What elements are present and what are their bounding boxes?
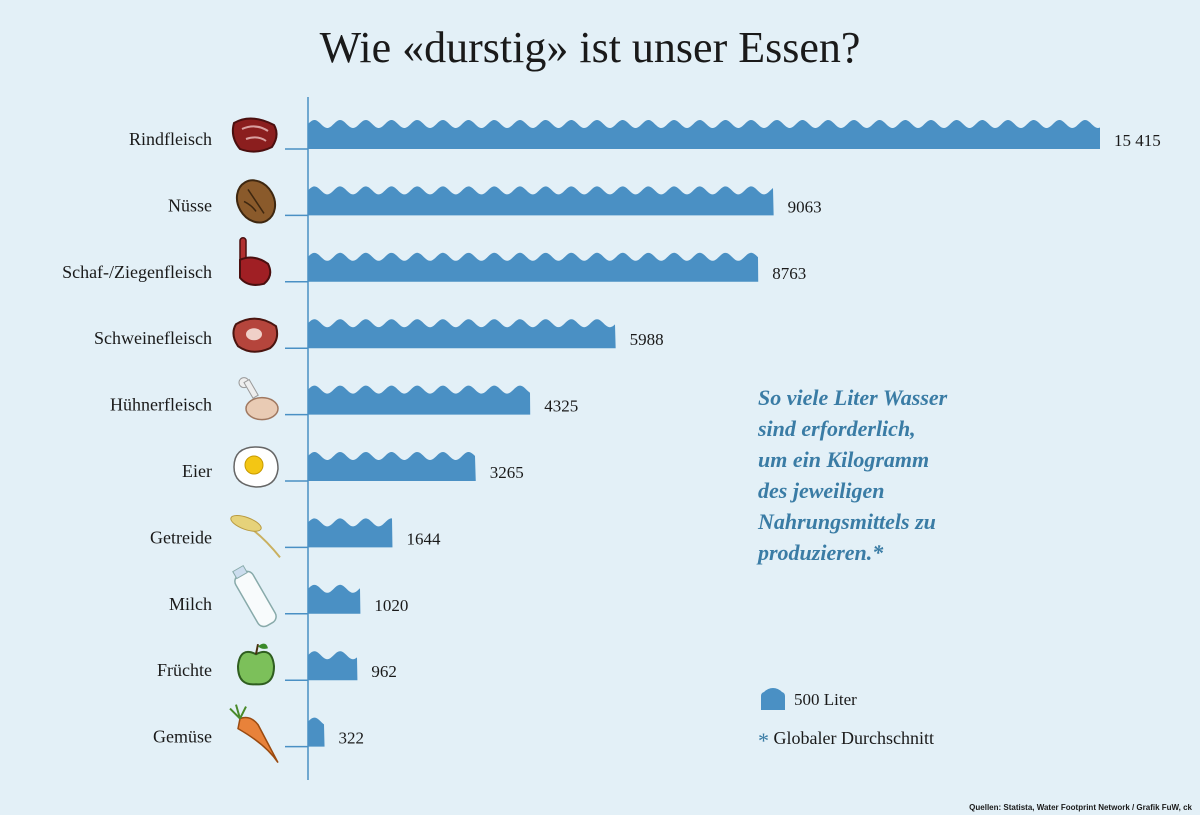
pork-steak-icon: [232, 317, 279, 353]
note-line: um ein Kilogramm: [758, 447, 930, 472]
value-label: 8763: [772, 264, 806, 283]
value-label: 1020: [374, 596, 408, 615]
category-label: Schaf-/Ziegenfleisch: [62, 262, 212, 282]
bar-row: Eier 3265: [182, 446, 524, 488]
beef-steak-icon: [231, 117, 278, 153]
legend-wave: 500 Liter: [760, 688, 857, 712]
bar: [308, 120, 1100, 149]
category-label: Früchte: [157, 660, 212, 680]
bar: [308, 717, 325, 747]
value-label: 962: [371, 662, 397, 681]
legend-footnote-label: Globaler Durchschnitt: [773, 728, 934, 748]
value-label: 5988: [630, 330, 664, 349]
bar-row: Nüsse 9063: [168, 179, 822, 224]
note-line: Nahrungsmittels zu: [758, 509, 936, 534]
note-line: sind erforderlich,: [758, 416, 916, 441]
category-label: Rindfleisch: [129, 129, 212, 149]
milk-bottle-icon: [232, 564, 277, 628]
wheat-icon: [230, 515, 281, 559]
bar-row: Schweinefleisch 5988: [94, 317, 664, 353]
category-label: Nüsse: [168, 195, 212, 215]
category-label: Eier: [182, 461, 212, 481]
chicken-leg-icon: [238, 377, 279, 421]
bar-row: Milch 1020: [169, 564, 408, 628]
lamb-chop-icon: [239, 237, 272, 286]
bar: [308, 452, 476, 481]
bar-row: Getreide 1644: [150, 515, 441, 559]
apple-icon: [236, 643, 276, 686]
bar: [308, 186, 774, 216]
legend-footnote: * Globaler Durchschnitt: [758, 728, 934, 754]
bar-row: Hühnerfleisch 4325: [110, 377, 578, 421]
bar: [308, 252, 759, 282]
category-label: Hühnerfleisch: [110, 395, 212, 415]
value-label: 1644: [406, 529, 441, 548]
chart-title: Wie «durstig» ist unser Essen?: [319, 23, 861, 72]
bar-row: Früchte 962: [157, 643, 397, 686]
note-line: des jeweiligen: [758, 478, 885, 503]
wave-unit-icon: [761, 688, 785, 710]
walnut-icon: [235, 179, 277, 224]
annotation-note: So viele Liter Wasser sind erforderlich,…: [758, 382, 1018, 568]
value-label: 4325: [544, 397, 578, 416]
category-label: Schweinefleisch: [94, 328, 212, 348]
fried-egg-icon: [233, 446, 279, 488]
bar-row: Rindfleisch 15 415: [129, 117, 1161, 153]
category-label: Gemüse: [153, 727, 212, 747]
category-label: Milch: [169, 594, 212, 614]
value-label: 322: [339, 729, 365, 748]
bar: [308, 319, 616, 349]
value-label: 3265: [490, 463, 524, 482]
bar: [308, 584, 361, 614]
bar: [308, 651, 358, 681]
bar: [308, 518, 393, 548]
category-label: Getreide: [150, 527, 212, 547]
bar-row: Gemüse 322: [153, 704, 365, 764]
asterisk: *: [758, 728, 769, 753]
note-line: So viele Liter Wasser: [758, 385, 948, 410]
bar: [308, 385, 531, 415]
value-label: 15 415: [1114, 131, 1161, 150]
value-label: 9063: [788, 197, 822, 216]
bar-row: Schaf-/Ziegenfleisch 8763: [62, 237, 806, 286]
source-credit: Quellen: Statista, Water Footprint Netwo…: [969, 803, 1192, 812]
legend-wave-label: 500 Liter: [794, 690, 857, 709]
note-line: produzieren.*: [758, 540, 884, 565]
carrot-icon: [229, 704, 279, 764]
